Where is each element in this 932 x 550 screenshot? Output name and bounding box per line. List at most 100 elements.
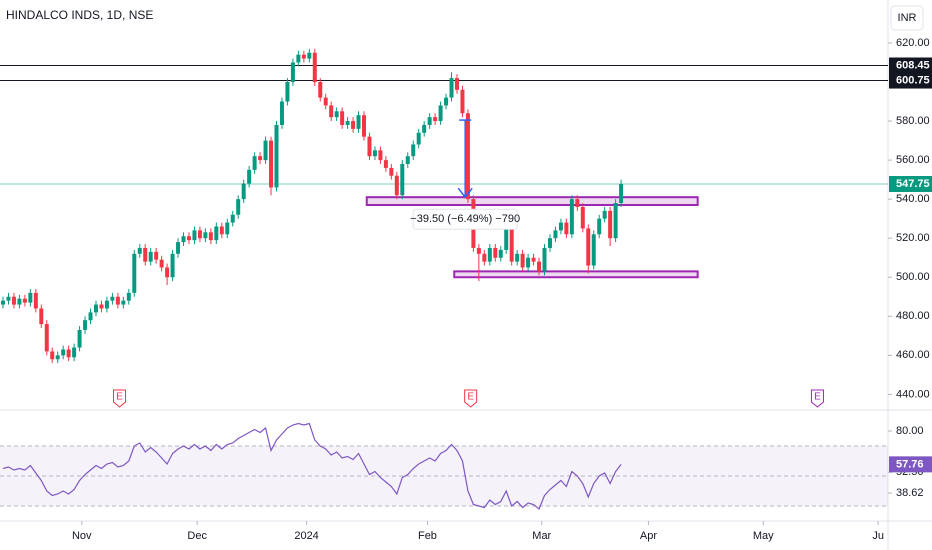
candle-body bbox=[208, 232, 213, 241]
x-tick-label: Feb bbox=[418, 530, 437, 542]
candle-body bbox=[143, 247, 148, 262]
y-tick-label: 520.00 bbox=[896, 232, 930, 244]
measure-arrow-head bbox=[457, 187, 473, 199]
candle-body bbox=[367, 136, 372, 157]
candle-body bbox=[88, 312, 93, 321]
x-tick-label: Ju bbox=[872, 530, 884, 542]
candle-body bbox=[77, 329, 82, 348]
candle-body bbox=[72, 347, 77, 358]
y-tick-label: 500.00 bbox=[896, 271, 930, 283]
candle-body bbox=[405, 156, 410, 164]
candle-body bbox=[55, 355, 60, 360]
candle-body bbox=[11, 296, 16, 305]
y-tick-label: 460.00 bbox=[896, 349, 930, 361]
x-tick-label: Nov bbox=[72, 530, 92, 542]
currency-button[interactable] bbox=[890, 5, 924, 31]
rsi-last-bg bbox=[889, 456, 932, 473]
rsi-y-tick-label: 38.62 bbox=[896, 487, 924, 499]
y-tick-label: 540.00 bbox=[896, 193, 930, 205]
candle-body bbox=[126, 292, 131, 301]
candle-body bbox=[575, 199, 580, 207]
earnings-marker bbox=[113, 389, 127, 408]
candle-body bbox=[411, 144, 416, 157]
earnings-label: E bbox=[116, 392, 123, 403]
candle-body bbox=[33, 292, 38, 309]
candle-body bbox=[83, 320, 88, 330]
candle-body bbox=[553, 230, 558, 239]
earnings-label: E bbox=[814, 392, 821, 403]
measure-label-box bbox=[412, 208, 518, 230]
candle-body bbox=[323, 97, 328, 106]
candle-body bbox=[192, 230, 197, 241]
candle-body bbox=[17, 298, 22, 305]
candle-body bbox=[613, 203, 618, 239]
candle-body bbox=[526, 257, 531, 268]
candle-body bbox=[444, 97, 449, 106]
candle-body bbox=[263, 140, 268, 161]
candle-body bbox=[61, 349, 66, 356]
candle-body bbox=[465, 113, 470, 200]
candle-body bbox=[400, 164, 405, 196]
y-tick-label: 620.00 bbox=[896, 37, 930, 49]
candle-body bbox=[340, 111, 345, 125]
candle-body bbox=[159, 259, 164, 268]
y-tick-label: 580.00 bbox=[896, 115, 930, 127]
candle-body bbox=[394, 175, 399, 196]
candle-body bbox=[225, 222, 230, 235]
candle-body bbox=[170, 253, 175, 278]
chart-title: HINDALCO INDS, 1D, NSE bbox=[6, 8, 153, 22]
candle-body bbox=[389, 167, 394, 176]
candle-body bbox=[269, 140, 274, 188]
candle-body bbox=[247, 169, 252, 184]
candle-body bbox=[351, 121, 356, 129]
candle-body bbox=[203, 232, 208, 239]
candle-body bbox=[345, 121, 350, 125]
candle-body bbox=[482, 253, 487, 262]
candle-body bbox=[586, 228, 591, 266]
candle-body bbox=[334, 111, 339, 118]
hline-price-label: 608.45 bbox=[896, 59, 930, 71]
candle-body bbox=[438, 105, 443, 122]
candle-body bbox=[148, 251, 153, 262]
candle-body bbox=[186, 236, 191, 241]
candle-body bbox=[110, 296, 115, 301]
candle-body bbox=[290, 62, 295, 82]
candle-body bbox=[509, 226, 514, 262]
candle-body bbox=[39, 308, 44, 325]
candle-body bbox=[542, 247, 547, 272]
x-tick-label: Dec bbox=[187, 530, 207, 542]
earnings-marker bbox=[464, 389, 478, 408]
support-zone bbox=[365, 196, 699, 206]
candle-body bbox=[312, 52, 317, 82]
candle-body bbox=[132, 253, 137, 293]
rsi-y-tick-label: 80.00 bbox=[896, 425, 924, 437]
earnings-marker bbox=[810, 389, 824, 408]
candle-body bbox=[422, 124, 427, 133]
candle-body bbox=[433, 117, 438, 122]
hline-price-label: 600.75 bbox=[896, 74, 930, 86]
candle-body bbox=[137, 247, 142, 254]
rsi-last-label: 57.76 bbox=[896, 458, 924, 470]
currency-label[interactable]: INR bbox=[898, 12, 917, 24]
candle-body bbox=[362, 115, 367, 137]
candle-body bbox=[460, 89, 465, 114]
candle-body bbox=[504, 226, 509, 250]
candle-body bbox=[104, 300, 109, 309]
candle-body bbox=[236, 199, 241, 215]
candle-body bbox=[165, 267, 170, 278]
x-tick-label: Apr bbox=[640, 530, 657, 542]
candle-body bbox=[154, 251, 159, 260]
candle-body bbox=[537, 261, 542, 272]
candle-body bbox=[176, 242, 181, 254]
candle-body bbox=[28, 292, 33, 303]
candle-body bbox=[569, 199, 574, 235]
candle-body bbox=[547, 238, 552, 248]
candle-body bbox=[301, 54, 306, 59]
candle-body bbox=[258, 156, 263, 161]
candle-body bbox=[6, 296, 11, 301]
candle-body bbox=[493, 247, 498, 258]
